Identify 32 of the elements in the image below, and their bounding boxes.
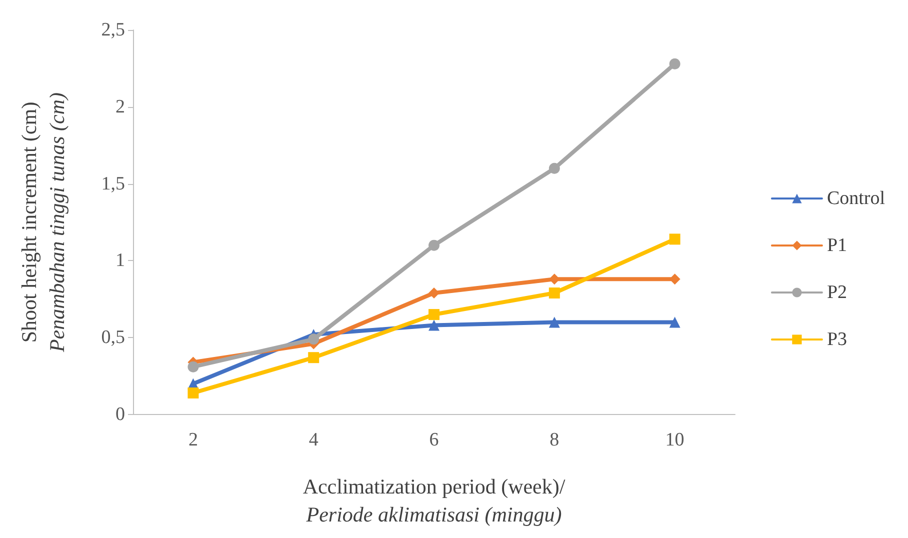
point xyxy=(428,240,440,251)
x-tick-label: 4 xyxy=(308,430,319,450)
point xyxy=(308,334,320,345)
legend-label: P3 xyxy=(826,329,848,350)
point xyxy=(188,387,199,398)
point xyxy=(548,274,560,285)
point xyxy=(308,352,320,364)
point xyxy=(548,288,560,298)
point xyxy=(548,162,560,174)
y-tick-label: 0,5 xyxy=(101,327,125,348)
point xyxy=(669,316,680,328)
legend-label: P1 xyxy=(826,235,848,256)
x-tick-label: 8 xyxy=(550,430,560,450)
y-tick-label: 0 xyxy=(116,404,125,425)
x-axis-title: Acclimatization period (week)/ Periode aklimatisasi (minggu) xyxy=(302,474,566,526)
y-axis-title: Shoot height increment (cm) Penambahan tinggi tunas (cm) xyxy=(17,92,69,354)
y-tick-label: 1 xyxy=(116,250,125,272)
point xyxy=(428,320,440,331)
point xyxy=(188,361,199,372)
x-tick-label: 6 xyxy=(429,430,439,450)
point xyxy=(428,288,440,298)
legend-label: P2 xyxy=(826,282,848,303)
legend-label: Control xyxy=(826,188,886,209)
y-tick-label: 2 xyxy=(116,96,125,118)
point xyxy=(669,234,680,245)
y-tick-label: 2,5 xyxy=(101,20,125,40)
y-tick-label: 1,5 xyxy=(101,173,125,194)
point xyxy=(669,58,680,70)
x-tick-label: 10 xyxy=(665,430,684,450)
point xyxy=(548,316,560,328)
x-tick-label: 2 xyxy=(188,430,198,450)
point xyxy=(428,309,440,320)
